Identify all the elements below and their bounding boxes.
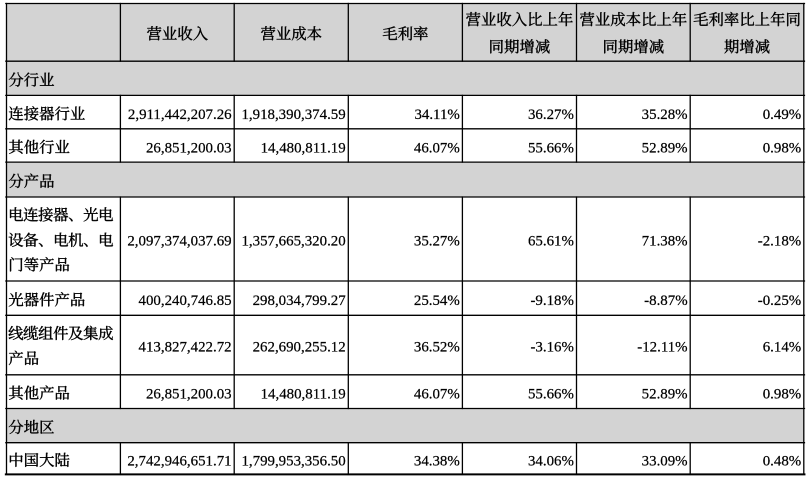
svg-text:33.09%: 33.09% [642,453,688,469]
svg-text:0.48%: 0.48% [763,453,801,469]
svg-text:2,742,946,651.71: 2,742,946,651.71 [127,453,231,469]
svg-text:0.49%: 0.49% [763,107,801,123]
svg-text:-9.18%: -9.18% [530,293,573,309]
svg-text:26,851,200.03: 26,851,200.03 [146,140,232,156]
svg-text:298,034,799.27: 298,034,799.27 [253,293,347,309]
svg-text:14,480,811.19: 14,480,811.19 [261,140,346,156]
svg-text:2,097,374,037.69: 2,097,374,037.69 [127,234,231,250]
svg-text:46.07%: 46.07% [414,140,460,156]
svg-text:55.66%: 55.66% [528,386,574,402]
svg-text:46.07%: 46.07% [414,386,460,402]
svg-text:55.66%: 55.66% [528,140,574,156]
svg-text:-8.87%: -8.87% [644,293,687,309]
svg-text:36.52%: 36.52% [414,340,460,356]
svg-text:26,851,200.03: 26,851,200.03 [146,386,232,402]
svg-text:35.27%: 35.27% [414,234,460,250]
svg-text:6.14%: 6.14% [763,340,801,356]
svg-text:34.38%: 34.38% [414,453,460,469]
svg-text:-3.16%: -3.16% [530,340,573,356]
svg-text:65.61%: 65.61% [528,234,574,250]
svg-text:-2.18%: -2.18% [758,234,801,250]
svg-text:34.11%: 34.11% [414,107,459,123]
svg-text:0.98%: 0.98% [763,386,801,402]
svg-text:413,827,422.72: 413,827,422.72 [139,340,232,356]
svg-text:2,911,442,207.26: 2,911,442,207.26 [128,107,232,123]
svg-text:71.38%: 71.38% [642,234,688,250]
svg-text:36.27%: 36.27% [528,107,574,123]
svg-text:262,690,255.12: 262,690,255.12 [253,340,346,356]
svg-text:52.89%: 52.89% [642,140,688,156]
svg-text:25.54%: 25.54% [414,293,460,309]
svg-text:400,240,746.85: 400,240,746.85 [139,293,232,309]
svg-text:14,480,811.19: 14,480,811.19 [261,386,346,402]
svg-text:1,357,665,320.20: 1,357,665,320.20 [241,234,345,250]
svg-text:-12.11%: -12.11% [637,340,687,356]
svg-text:34.06%: 34.06% [528,453,574,469]
svg-text:1,918,390,374.59: 1,918,390,374.59 [241,107,345,123]
svg-text:35.28%: 35.28% [642,107,688,123]
svg-text:0.98%: 0.98% [763,140,801,156]
svg-text:1,799,953,356.50: 1,799,953,356.50 [241,453,345,469]
svg-text:-0.25%: -0.25% [758,293,801,309]
svg-text:52.89%: 52.89% [642,386,688,402]
